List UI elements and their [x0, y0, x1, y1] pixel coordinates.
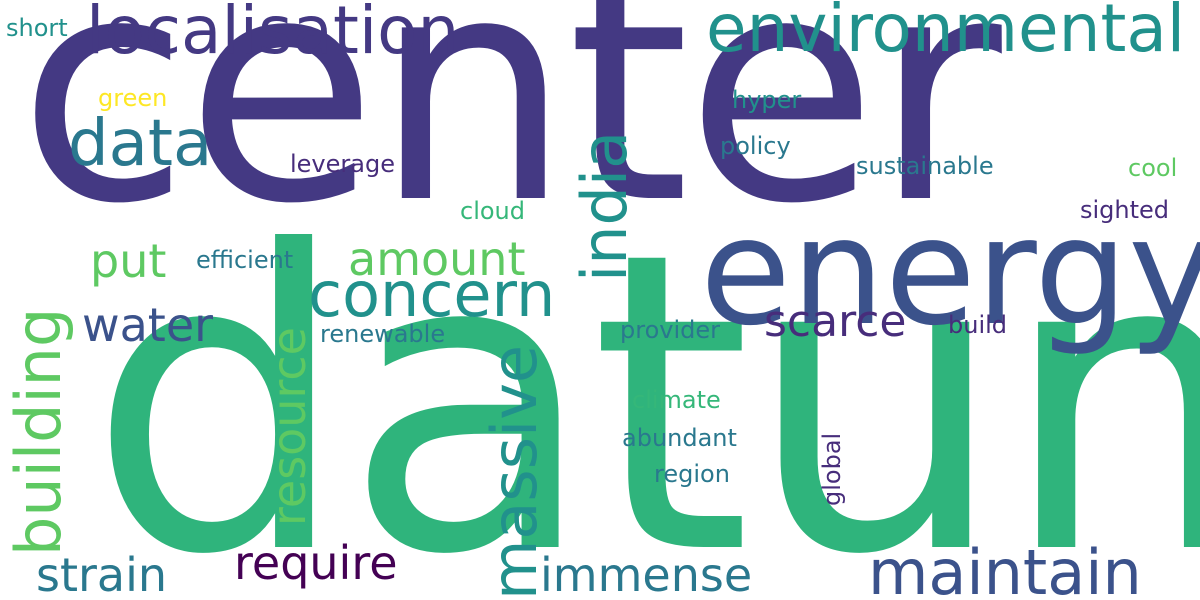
- word-immense: immense: [540, 548, 753, 600]
- word-short: short: [6, 14, 68, 42]
- word-build: build: [948, 311, 1008, 339]
- word-climate: climate: [632, 386, 721, 414]
- word-sustainable: sustainable: [856, 152, 994, 180]
- word-maintain: maintain: [868, 536, 1142, 600]
- word-india: india: [568, 130, 641, 282]
- word-environmental: environmental: [706, 0, 1186, 67]
- word-policy: policy: [720, 132, 791, 160]
- word-global: global: [818, 432, 846, 506]
- word-energy: energy: [700, 186, 1200, 358]
- word-cool: cool: [1128, 154, 1178, 182]
- word-massive: massive: [478, 344, 551, 600]
- word-provider: provider: [620, 316, 720, 344]
- word-leverage: leverage: [290, 150, 395, 178]
- word-water: water: [82, 298, 214, 352]
- word-put: put: [90, 234, 167, 288]
- word-strain: strain: [36, 548, 168, 600]
- word-amount: amount: [348, 232, 526, 286]
- word-region: region: [654, 460, 730, 488]
- word-concern: concern: [308, 258, 556, 331]
- word-center: center: [18, 0, 1002, 272]
- word-renewable: renewable: [320, 320, 446, 348]
- word-green: green: [98, 84, 168, 112]
- word-efficient: efficient: [196, 246, 294, 274]
- word-cloud: cloud: [460, 197, 525, 225]
- word-localisation: localisation: [86, 0, 460, 69]
- word-resource: resource: [262, 327, 316, 526]
- word-abundant: abundant: [622, 424, 737, 452]
- word-datum: datum: [88, 166, 1200, 600]
- word-require: require: [234, 536, 398, 590]
- word-hyper: hyper: [732, 86, 802, 114]
- word-sighted: sighted: [1080, 196, 1170, 224]
- word-scarce: scarce: [764, 296, 907, 347]
- word-data: data: [68, 107, 213, 181]
- word-building: building: [2, 307, 75, 556]
